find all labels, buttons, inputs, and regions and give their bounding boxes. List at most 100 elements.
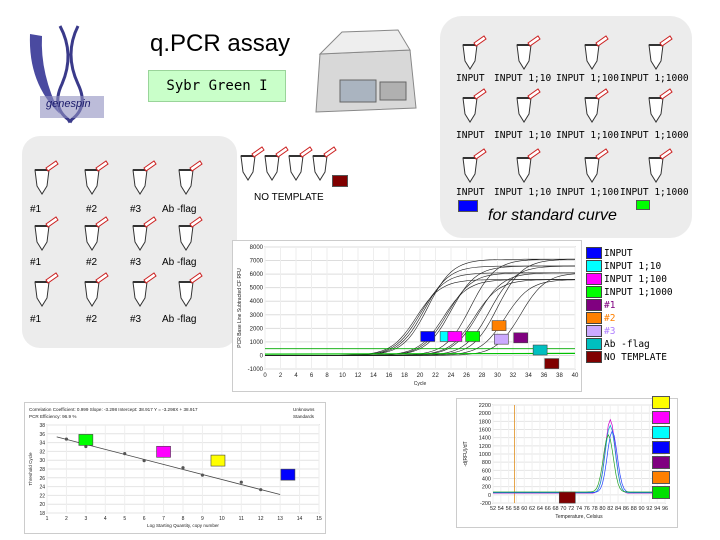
melt-curve-chart-svg: -200 0 200 400 600 800 1000 1200 1400 1600 1800 200… — [463, 403, 668, 520]
melt-color-swatch — [652, 441, 670, 454]
melt-xtick: 52 — [490, 506, 496, 512]
amp-ytick: 0 — [260, 353, 264, 359]
legend-label: INPUT 1;10 — [604, 260, 662, 272]
melt-curve-chart: -200 0 200 400 600 800 1000 1200 1400 1600 1800 200… — [456, 398, 678, 528]
amp-xtick: 0 — [263, 373, 267, 379]
melt-ytick: 1600 — [479, 428, 491, 434]
std-efficiency: PCR Efficiency: 96.9 % — [29, 414, 76, 419]
melt-ytick: 2200 — [479, 403, 491, 409]
melt-xtick: 94 — [654, 506, 660, 512]
legend-swatch — [586, 260, 602, 272]
melt-ytick: 1000 — [479, 452, 491, 458]
std-ytick: 20 — [39, 502, 45, 508]
logo-text: genespin — [46, 98, 91, 110]
amp-xtick: 6 — [310, 373, 314, 379]
swatch-green-small — [636, 200, 650, 210]
std-ytick: 30 — [39, 458, 45, 464]
melt-ytick: -200 — [480, 501, 491, 507]
std-row2-label-1-100: INPUT 1;100 — [556, 130, 619, 141]
melt-xtick: 92 — [646, 506, 652, 512]
std-ytick: 24 — [39, 485, 45, 491]
amp-ytick: 2000 — [250, 326, 264, 332]
melt-ylabel: -d(RFU)/dT — [463, 441, 469, 466]
sample-r2-label-1: #1 — [30, 257, 42, 268]
legend-item: INPUT 1;100 — [586, 273, 667, 285]
std-xtick: 9 — [201, 516, 204, 522]
sample-r1-label-1: #1 — [30, 204, 42, 215]
amp-xtick: 4 — [294, 373, 298, 379]
standard-tubes — [462, 35, 673, 183]
std-xtick: 7 — [162, 516, 165, 522]
legend-item: #2 — [586, 312, 615, 324]
amp-xtick: 40 — [572, 373, 579, 379]
amp-xtick: 28 — [479, 373, 486, 379]
melt-color-swatch — [652, 486, 670, 499]
melt-xtick: 96 — [662, 506, 668, 512]
amp-xtick: 26 — [463, 373, 470, 379]
genespin-logo: genespin — [20, 14, 110, 129]
std-ytick: 38 — [39, 423, 45, 429]
std-point-unknowns — [200, 473, 205, 477]
legend-swatch — [586, 351, 602, 363]
amp-xtick: 30 — [494, 373, 501, 379]
legend-item: #3 — [586, 325, 615, 337]
melt-xlabel: Temperature, Celsius — [555, 514, 603, 520]
amp-color-marker — [420, 331, 436, 342]
sample-r1-label-2: #2 — [86, 204, 98, 215]
melt-curve — [493, 418, 665, 494]
no-template-label: NO TEMPLATE — [254, 192, 324, 203]
amp-xtick: 16 — [386, 373, 393, 379]
std-row1-label-1-10: INPUT 1;10 — [494, 73, 552, 84]
standard-curve-label: for standard curve — [488, 207, 617, 224]
std-fit-line — [56, 436, 281, 495]
legend-item: #1 — [586, 299, 615, 311]
amp-ytick: 5000 — [250, 286, 264, 292]
legend-swatch — [586, 273, 602, 285]
amp-color-marker — [447, 331, 463, 342]
amp-color-marker — [491, 320, 507, 331]
melt-xtick: 82 — [607, 506, 613, 512]
std-header: Correlation Coefficient: 0.999 Slope: -3… — [29, 407, 198, 412]
sample-r2-label-2: #2 — [86, 257, 98, 268]
legend-item: INPUT 1;10 — [586, 260, 661, 272]
amp-curve — [265, 273, 576, 356]
std-ytick: 26 — [39, 476, 45, 482]
amp-xtick: 20 — [417, 373, 424, 379]
legend-label: #3 — [604, 325, 616, 337]
amp-xtick: 24 — [448, 373, 455, 379]
page-title: q.PCR assay — [150, 30, 291, 57]
std-xtick: 6 — [143, 516, 146, 522]
amp-xtick: 36 — [541, 373, 548, 379]
sample-r3-label-abflag: Ab -flag — [162, 314, 197, 325]
amp-color-marker — [544, 358, 560, 369]
melt-xtick: 84 — [615, 506, 621, 512]
std-ytick: 18 — [39, 511, 45, 517]
std-row2-label-1-1000: INPUT 1;1000 — [620, 130, 689, 141]
legend-label: INPUT 1;1000 — [604, 286, 673, 298]
sample-r1-label-3: #3 — [130, 204, 142, 215]
std-point-standards — [123, 452, 127, 456]
melt-xtick: 64 — [537, 506, 543, 512]
amp-xtick: 12 — [355, 373, 362, 379]
amp-xlabel: Cycle — [414, 381, 427, 387]
legend-label: #2 — [604, 312, 616, 324]
melt-color-swatch — [652, 471, 670, 484]
melt-color-swatch — [652, 411, 670, 424]
std-xtick: 13 — [277, 516, 283, 522]
std-row3-label-1-10: INPUT 1;10 — [494, 187, 552, 198]
std-xtick: 2 — [65, 516, 68, 522]
amp-ylabel: PCR Base Line Subtracted CF RFU — [237, 268, 243, 348]
sample-r3-label-3: #3 — [130, 314, 142, 325]
std-xlabel: Log Starting Quantity, copy number — [147, 523, 219, 528]
legend-label: INPUT 1;100 — [604, 273, 667, 285]
legend-label: NO TEMPLATE — [604, 351, 667, 363]
std-row3-label-1-100: INPUT 1;100 — [556, 187, 619, 198]
std-legend-unknowns: Unknowns — [293, 407, 315, 412]
amp-color-marker — [513, 332, 529, 344]
melt-color-swatch — [652, 396, 670, 409]
melt-no-template-marker — [558, 491, 576, 504]
amp-xtick: 22 — [432, 373, 439, 379]
std-color-marker — [280, 468, 296, 481]
amp-ytick: 1000 — [250, 340, 264, 346]
